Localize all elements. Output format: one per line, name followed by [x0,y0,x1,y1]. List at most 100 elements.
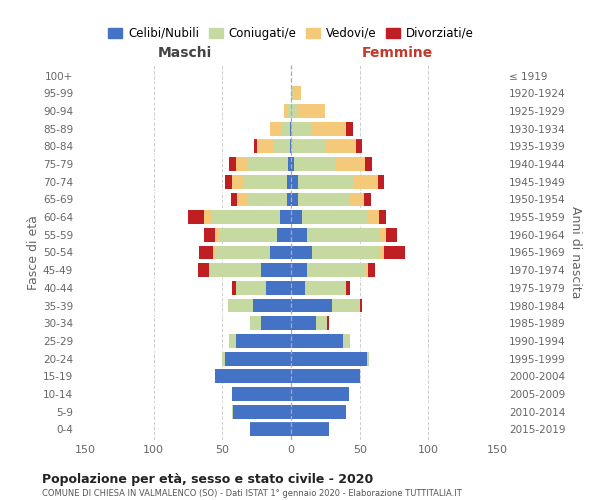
Bar [325,140,356,153]
Bar [379,210,386,224]
Bar [385,246,405,260]
Bar [350,192,364,206]
Y-axis label: Fasce di età: Fasce di età [27,215,40,290]
Bar [368,210,379,224]
Bar [379,228,386,241]
Bar [332,298,360,312]
Bar [230,192,238,206]
Bar [254,140,257,153]
Bar [367,352,370,366]
Bar [311,246,380,260]
Bar [290,122,291,136]
Bar [298,104,325,118]
Text: Maschi: Maschi [157,46,212,60]
Bar [261,264,291,277]
Bar [298,192,350,206]
Bar [280,210,291,224]
Bar [222,352,225,366]
Bar [386,228,397,241]
Bar [356,140,362,153]
Bar [188,210,205,224]
Bar [343,334,350,348]
Bar [287,192,291,206]
Bar [236,334,291,348]
Bar [365,264,368,277]
Bar [291,281,305,295]
Bar [238,192,248,206]
Bar [291,387,349,401]
Bar [291,228,307,241]
Bar [253,298,291,312]
Bar [225,352,291,366]
Bar [291,246,311,260]
Bar [233,405,291,418]
Y-axis label: Anni di nascita: Anni di nascita [569,206,582,298]
Bar [377,175,385,188]
Bar [232,405,233,418]
Bar [327,316,329,330]
Bar [250,316,261,330]
Bar [229,157,236,171]
Bar [291,405,346,418]
Bar [215,246,271,260]
Text: Femmine: Femmine [362,46,433,60]
Bar [368,264,375,277]
Bar [316,316,327,330]
Bar [291,157,294,171]
Bar [287,104,291,118]
Bar [232,281,236,295]
Bar [291,192,298,206]
Bar [266,281,291,295]
Bar [346,122,353,136]
Bar [209,264,261,277]
Bar [288,157,291,171]
Bar [291,298,332,312]
Bar [307,228,379,241]
Bar [215,370,291,383]
Text: COMUNE DI CHIESA IN VALMALENCO (SO) - Dati ISTAT 1° gennaio 2020 - Elaborazione : COMUNE DI CHIESA IN VALMALENCO (SO) - Da… [42,489,462,498]
Bar [291,122,311,136]
Bar [205,228,215,241]
Bar [291,352,367,366]
Bar [225,175,232,188]
Bar [291,370,360,383]
Bar [365,157,372,171]
Bar [291,422,329,436]
Bar [291,334,343,348]
Bar [290,140,291,153]
Bar [271,122,281,136]
Bar [271,246,291,260]
Bar [302,210,368,224]
Bar [294,157,335,171]
Bar [220,228,277,241]
Bar [273,140,290,153]
Bar [291,104,298,118]
Bar [212,246,215,260]
Bar [291,264,307,277]
Bar [311,122,346,136]
Bar [250,422,291,436]
Bar [335,157,365,171]
Bar [257,140,273,153]
Bar [261,316,291,330]
Bar [307,264,365,277]
Bar [197,264,209,277]
Bar [229,334,236,348]
Text: Popolazione per età, sesso e stato civile - 2020: Popolazione per età, sesso e stato civil… [42,472,373,486]
Bar [236,157,247,171]
Bar [291,210,302,224]
Bar [294,86,301,100]
Bar [281,122,290,136]
Bar [243,175,287,188]
Bar [346,281,350,295]
Bar [247,157,288,171]
Bar [236,281,266,295]
Legend: Celibi/Nubili, Coniugati/e, Vedovi/e, Divorziati/e: Celibi/Nubili, Coniugati/e, Vedovi/e, Di… [103,22,479,44]
Bar [291,86,294,100]
Bar [211,210,280,224]
Bar [248,192,287,206]
Bar [232,175,243,188]
Bar [284,104,287,118]
Bar [287,175,291,188]
Bar [360,298,362,312]
